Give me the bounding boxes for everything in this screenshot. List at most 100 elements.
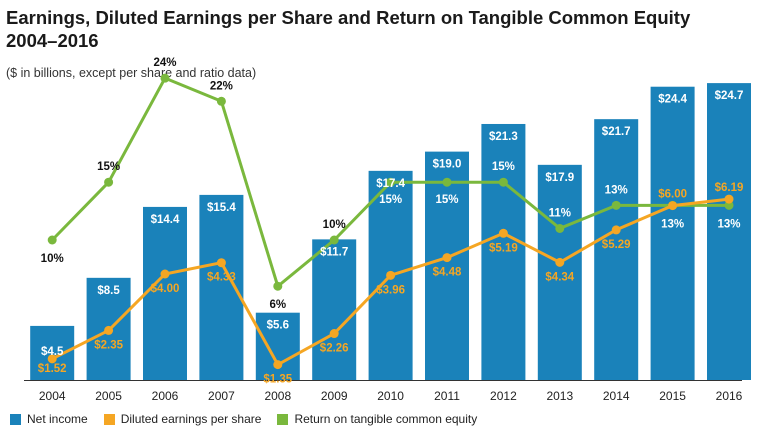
data-label-rotce: 15%: [97, 161, 120, 173]
chart-title-line1: Earnings, Diluted Earnings per Share and…: [6, 7, 691, 28]
data-label-eps: $2.26: [320, 343, 349, 355]
data-label-net-income: $24.4: [658, 94, 687, 106]
data-label-net-income: $15.4: [207, 202, 236, 214]
legend-swatch-eps: [103, 413, 115, 425]
legend-item-net-income: Net income: [10, 412, 88, 426]
legend-label-rotce: Return on tangible common equity: [294, 412, 478, 426]
data-label-eps: $4.33: [207, 272, 236, 284]
x-tick-label: 2014: [603, 389, 630, 403]
point-rotce: [555, 223, 565, 233]
point-rotce: [498, 177, 508, 187]
point-rotce: [104, 177, 114, 187]
data-label-net-income: $11.7: [320, 246, 348, 258]
x-tick-label: 2007: [208, 389, 235, 403]
point-rotce: [386, 177, 396, 187]
point-eps: [216, 258, 226, 268]
legend-swatch-rotce: [277, 413, 289, 425]
data-label-rotce: 10%: [41, 253, 64, 265]
point-eps: [47, 354, 57, 364]
data-label-rotce: 13%: [605, 184, 628, 196]
bar-net-income: [707, 83, 751, 380]
x-tick-label: 2005: [95, 389, 122, 403]
x-tick-label: 2016: [716, 389, 743, 403]
point-eps: [498, 228, 508, 238]
bar-net-income: [143, 206, 187, 380]
chart-legend: Net income Diluted earnings per share Re…: [10, 412, 477, 426]
point-eps: [160, 269, 170, 279]
x-tick-label: 2009: [321, 389, 348, 403]
x-tick-label: 2010: [377, 389, 404, 403]
data-label-rotce: 15%: [435, 194, 458, 206]
point-eps: [724, 194, 734, 204]
data-label-net-income: $24.7: [715, 90, 744, 102]
data-label-rotce: 22%: [210, 80, 233, 92]
data-label-rotce: 15%: [492, 161, 515, 173]
data-label-rotce: 13%: [661, 218, 684, 230]
point-eps: [442, 253, 452, 263]
data-label-net-income: $17.4: [376, 178, 405, 190]
x-tick-label: 2013: [546, 389, 573, 403]
data-label-eps: $4.48: [433, 267, 462, 279]
data-label-net-income: $8.5: [97, 285, 120, 297]
point-rotce: [216, 96, 226, 106]
x-tick-label: 2015: [659, 389, 686, 403]
data-label-rotce: 6%: [269, 299, 286, 311]
data-label-rotce: 10%: [323, 219, 346, 231]
data-label-net-income: $14.4: [151, 214, 180, 226]
legend-item-eps: Diluted earnings per share: [103, 412, 262, 426]
data-label-rotce: 13%: [717, 218, 740, 230]
point-rotce: [442, 177, 452, 187]
point-eps: [386, 270, 396, 280]
chart-subtitle: ($ in billions, except per share and rat…: [6, 66, 257, 80]
point-eps: [668, 201, 678, 211]
bar-net-income: [650, 86, 695, 380]
data-label-net-income: $5.6: [267, 320, 289, 332]
point-rotce: [611, 200, 621, 210]
chart-title-line2: 2004–2016: [6, 30, 99, 51]
data-label-eps: $4.00: [151, 283, 180, 295]
x-tick-label: 2006: [152, 389, 179, 403]
data-label-eps: $2.35: [94, 339, 123, 351]
data-label-net-income: $4.5: [41, 346, 64, 358]
point-eps: [555, 257, 565, 267]
bar-net-income: [312, 239, 357, 380]
data-label-net-income: $21.3: [489, 131, 518, 143]
chart-title: Earnings, Diluted Earnings per Share and…: [6, 6, 746, 52]
data-label-net-income: $17.9: [545, 172, 574, 184]
x-tick-label: 2012: [490, 389, 517, 403]
point-rotce: [160, 73, 170, 83]
point-eps: [611, 225, 621, 235]
data-label-eps: $4.34: [545, 271, 574, 283]
x-tick-label: 2008: [264, 389, 291, 403]
data-label-eps: $3.96: [376, 284, 405, 296]
point-eps: [273, 360, 283, 370]
point-rotce: [273, 281, 283, 291]
point-rotce: [724, 200, 734, 210]
data-label-rotce: 15%: [379, 194, 402, 206]
data-label-eps: $6.00: [658, 189, 687, 201]
data-label-eps: $5.29: [602, 239, 631, 251]
data-label-rotce: 24%: [153, 57, 176, 69]
legend-item-rotce: Return on tangible common equity: [277, 412, 477, 426]
x-tick-label: 2011: [434, 389, 460, 403]
point-rotce: [329, 235, 339, 245]
bar-net-income: [425, 151, 469, 380]
point-eps: [329, 329, 339, 339]
legend-swatch-net-income: [10, 413, 21, 425]
bar-net-income: [481, 123, 526, 380]
data-label-eps: $1.52: [38, 363, 67, 375]
bar-net-income: [537, 164, 582, 380]
data-label-net-income: $21.7: [602, 126, 631, 138]
data-label-eps: $1.35: [263, 374, 292, 386]
data-label-net-income: $19.0: [433, 159, 462, 171]
x-tick-label: 2004: [39, 389, 66, 403]
point-rotce: [47, 235, 57, 245]
bar-net-income: [594, 119, 639, 380]
data-label-eps: $6.19: [715, 182, 744, 194]
data-label-rotce: 11%: [549, 207, 571, 219]
point-eps: [104, 325, 114, 335]
legend-label-net-income: Net income: [27, 412, 88, 426]
legend-label-eps: Diluted earnings per share: [120, 412, 262, 426]
data-label-eps: $5.19: [489, 242, 518, 254]
